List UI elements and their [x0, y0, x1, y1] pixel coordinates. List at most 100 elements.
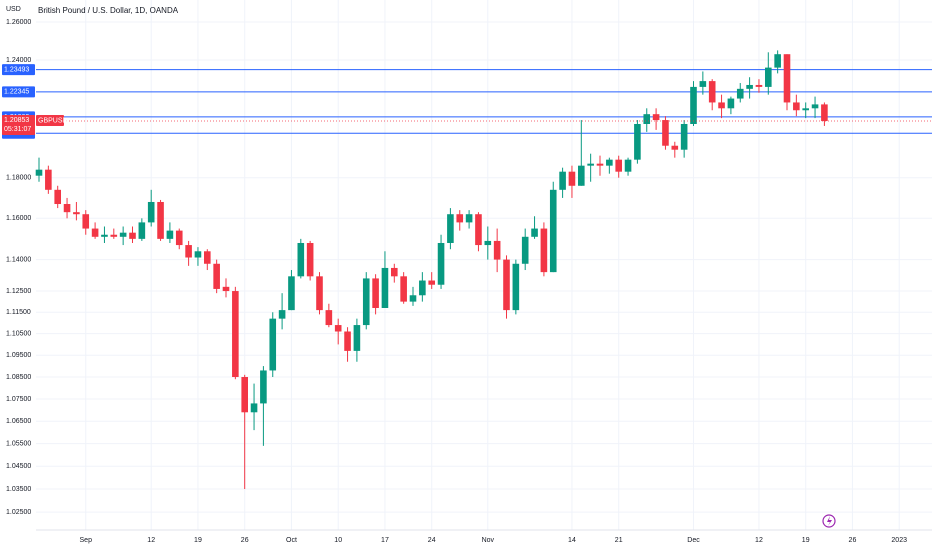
candle-body	[334, 325, 342, 332]
candle-body	[269, 318, 277, 371]
candle-body	[811, 104, 819, 109]
x-tick-label: 2023	[891, 537, 907, 544]
candle-body	[465, 214, 473, 223]
y-tick-label: 1.16000	[6, 215, 31, 222]
x-tick-label: 17	[381, 537, 389, 544]
candle-body	[559, 171, 566, 190]
x-tick-label: 12	[755, 537, 763, 544]
candle-body	[708, 81, 716, 103]
candle-body	[802, 108, 809, 111]
x-tick-label: 19	[194, 537, 202, 544]
candle-body	[718, 102, 725, 109]
alert-icon[interactable]	[822, 514, 836, 528]
price-label-box	[2, 86, 35, 98]
x-tick-label: 21	[615, 537, 623, 544]
candle-body	[362, 278, 370, 326]
x-tick-label: 12	[147, 537, 155, 544]
candle-body	[596, 163, 604, 166]
candle-body	[615, 159, 622, 172]
candle-body	[185, 245, 192, 258]
candle-body	[484, 240, 492, 246]
y-tick-label: 1.05500	[6, 440, 31, 447]
y-tick-label: 1.07500	[6, 396, 31, 403]
candle-body	[765, 67, 772, 87]
candle-body	[549, 189, 557, 273]
candle-body	[428, 280, 435, 285]
price-label-box	[2, 64, 35, 76]
candle-body	[662, 120, 669, 146]
candle-body	[503, 259, 510, 311]
x-tick-label: 24	[428, 537, 436, 544]
candle-body	[587, 163, 594, 166]
candle-body	[204, 251, 211, 264]
last-price-label: 1.20853	[4, 117, 29, 124]
candle-body	[73, 212, 80, 215]
symbol-box	[36, 114, 64, 126]
y-tick-label: 1.24000	[6, 57, 31, 64]
candle-body	[652, 114, 660, 121]
x-tick-label: 10	[334, 537, 342, 544]
axis: 1.26000 1.24000 1.18000 1.16000 1.14000 1.125…	[2, 19, 932, 544]
symbol-label: GBPUSD	[38, 117, 68, 124]
candle-body	[63, 204, 71, 213]
candle-body	[372, 278, 379, 308]
candle-body	[213, 263, 220, 289]
candle-body	[45, 169, 52, 190]
candle-body	[232, 291, 239, 378]
candle-body	[521, 236, 529, 264]
candle-body	[400, 276, 407, 302]
x-tick-label: 26	[241, 537, 249, 544]
candle-body	[316, 276, 323, 311]
candle-body	[437, 242, 445, 285]
candle-body	[110, 234, 118, 237]
y-tick-label: 1.12500	[6, 288, 31, 295]
candle-body	[531, 228, 538, 237]
candle-body	[288, 276, 295, 311]
candle-body	[119, 232, 127, 237]
candle-body	[821, 104, 828, 122]
candle-body	[222, 286, 230, 292]
candle-body	[138, 222, 146, 239]
candle-body	[783, 54, 791, 103]
candle-body	[157, 201, 164, 239]
candle-body	[306, 242, 314, 277]
candle-body	[241, 377, 248, 413]
candle-body	[680, 123, 688, 150]
candle-body	[755, 84, 763, 87]
candle-body	[91, 228, 99, 237]
candle-body	[82, 214, 90, 229]
candle-body	[475, 214, 482, 246]
candle-body	[297, 242, 305, 277]
candle-body	[540, 228, 548, 273]
candle-body	[746, 84, 753, 89]
candle-body	[194, 251, 202, 258]
y-tick-label: 1.26000	[6, 19, 31, 26]
x-tick-label: Dec	[687, 537, 700, 544]
candle-body	[381, 267, 389, 308]
candle-body	[260, 370, 267, 404]
grid	[36, 0, 932, 530]
candle-body	[578, 165, 585, 186]
candle-body	[512, 263, 520, 311]
candle-body	[624, 159, 632, 172]
y-tick-label: 1.18000	[6, 175, 31, 182]
candle-body	[409, 295, 417, 302]
candle-body	[35, 169, 43, 176]
y-tick-label: 1.09500	[6, 352, 31, 359]
last-price-box	[2, 114, 35, 135]
candle-body	[129, 232, 136, 239]
x-tick-label: 14	[568, 537, 576, 544]
candle-body	[736, 88, 744, 99]
candle-body	[671, 145, 679, 150]
candle-body	[774, 54, 781, 68]
candle-body	[166, 230, 174, 239]
candle-body	[493, 240, 501, 260]
y-tick-label: 1.06500	[6, 418, 31, 425]
candle-body	[54, 189, 61, 205]
candle-body	[175, 230, 183, 246]
candle-body	[727, 98, 735, 109]
candle-body	[101, 234, 108, 237]
y-tick-label: 1.04500	[6, 463, 31, 470]
x-tick-label: 26	[849, 537, 857, 544]
candle-body	[634, 123, 641, 160]
